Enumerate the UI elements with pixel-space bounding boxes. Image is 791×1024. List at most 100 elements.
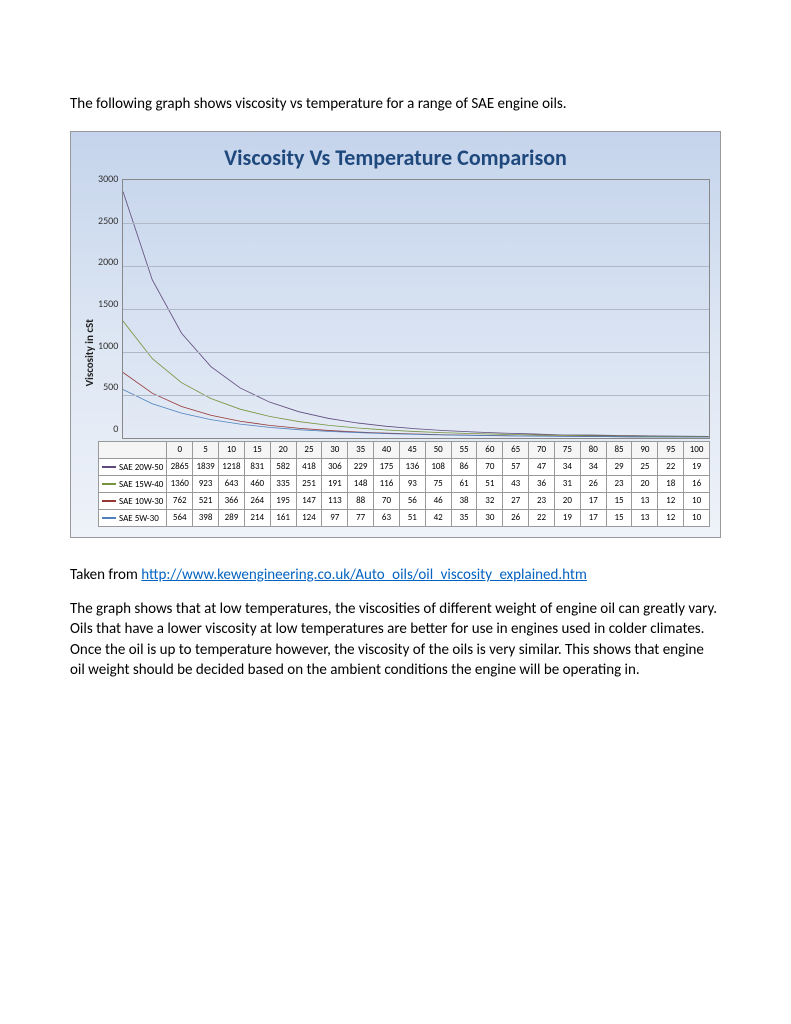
- body-paragraph: The graph shows that at low temperatures…: [70, 599, 721, 680]
- y-tick: 1500: [98, 299, 118, 309]
- series-line: [123, 192, 709, 437]
- data-value: 12: [658, 510, 684, 527]
- data-value: 23: [529, 493, 555, 510]
- y-tick: 3000: [98, 174, 118, 184]
- legend-item: SAE 15W-40: [98, 476, 167, 493]
- data-value: 31: [555, 476, 581, 493]
- legend-item: SAE 10W-30: [98, 493, 167, 510]
- legend-label: SAE 5W-30: [119, 513, 159, 524]
- data-value: 56: [400, 493, 426, 510]
- data-value: 10: [684, 493, 710, 510]
- x-category: 90: [632, 441, 658, 459]
- legend-item: SAE 20W-50: [98, 459, 167, 476]
- data-value: 398: [193, 510, 219, 527]
- data-value: 86: [452, 459, 478, 476]
- data-value: 36: [529, 476, 555, 493]
- data-value: 16: [684, 476, 710, 493]
- data-value: 582: [271, 459, 297, 476]
- data-value: 10: [684, 510, 710, 527]
- data-value: 97: [322, 510, 348, 527]
- data-value: 147: [297, 493, 323, 510]
- data-value: 17: [581, 493, 607, 510]
- series-line: [123, 372, 709, 437]
- x-category: 70: [529, 441, 555, 459]
- data-value: 26: [581, 476, 607, 493]
- y-axis-label: Viscosity in cSt: [81, 319, 98, 386]
- data-value: 136: [400, 459, 426, 476]
- data-value: 418: [297, 459, 323, 476]
- plot-area: [122, 179, 710, 439]
- x-category: 25: [297, 441, 323, 459]
- legend-label: SAE 10W-30: [119, 496, 163, 507]
- data-value: 23: [607, 476, 633, 493]
- data-value: 70: [477, 459, 503, 476]
- data-value: 63: [374, 510, 400, 527]
- data-value: 18: [658, 476, 684, 493]
- data-value: 1218: [219, 459, 245, 476]
- gridline: [123, 266, 709, 267]
- x-category: 40: [374, 441, 400, 459]
- data-value: 2865: [167, 459, 193, 476]
- data-value: 47: [529, 459, 555, 476]
- x-category: 95: [658, 441, 684, 459]
- data-value: 251: [297, 476, 323, 493]
- data-value: 57: [503, 459, 529, 476]
- legend-item: SAE 5W-30: [98, 510, 167, 527]
- data-value: 30: [477, 510, 503, 527]
- data-value: 27: [503, 493, 529, 510]
- y-tick: 1000: [98, 341, 118, 351]
- data-value: 34: [581, 459, 607, 476]
- data-value: 289: [219, 510, 245, 527]
- y-tick: 500: [103, 382, 118, 392]
- x-category: 65: [503, 441, 529, 459]
- data-value: 13: [632, 493, 658, 510]
- data-value: 77: [348, 510, 374, 527]
- gridline: [123, 352, 709, 353]
- data-value: 20: [555, 493, 581, 510]
- data-value: 38: [452, 493, 478, 510]
- data-value: 521: [193, 493, 219, 510]
- data-value: 108: [426, 459, 452, 476]
- x-category: 60: [477, 441, 503, 459]
- data-value: 19: [555, 510, 581, 527]
- data-value: 643: [219, 476, 245, 493]
- legend-swatch: [102, 483, 116, 485]
- data-value: 17: [581, 510, 607, 527]
- data-value: 15: [607, 510, 633, 527]
- gridline: [123, 309, 709, 310]
- y-tick: 0: [113, 424, 118, 434]
- data-value: 51: [477, 476, 503, 493]
- legend-swatch: [102, 517, 116, 519]
- data-value: 564: [167, 510, 193, 527]
- data-value: 923: [193, 476, 219, 493]
- x-category: 0: [167, 441, 193, 459]
- source-link[interactable]: http://www.kewengineering.co.uk/Auto_oil…: [141, 566, 587, 584]
- legend-label: SAE 15W-40: [119, 479, 163, 490]
- data-value: 15: [607, 493, 633, 510]
- x-category: 55: [452, 441, 478, 459]
- x-category: 15: [245, 441, 271, 459]
- data-value: 113: [322, 493, 348, 510]
- data-value: 22: [529, 510, 555, 527]
- x-category: 50: [426, 441, 452, 459]
- data-value: 195: [271, 493, 297, 510]
- series-line: [123, 389, 709, 437]
- data-value: 46: [426, 493, 452, 510]
- y-axis-ticks: 300025002000150010005000: [98, 179, 122, 439]
- data-value: 229: [348, 459, 374, 476]
- data-value: 335: [271, 476, 297, 493]
- data-value: 26: [503, 510, 529, 527]
- data-value: 35: [452, 510, 478, 527]
- data-value: 214: [245, 510, 271, 527]
- x-category: 20: [271, 441, 297, 459]
- gridline: [123, 395, 709, 396]
- viscosity-chart: Viscosity Vs Temperature Comparison Visc…: [70, 131, 721, 538]
- data-value: 1360: [167, 476, 193, 493]
- x-category: 10: [219, 441, 245, 459]
- legend-swatch: [102, 466, 116, 468]
- data-value: 19: [684, 459, 710, 476]
- data-value: 264: [245, 493, 271, 510]
- data-value: 148: [348, 476, 374, 493]
- data-value: 25: [632, 459, 658, 476]
- x-category: 35: [348, 441, 374, 459]
